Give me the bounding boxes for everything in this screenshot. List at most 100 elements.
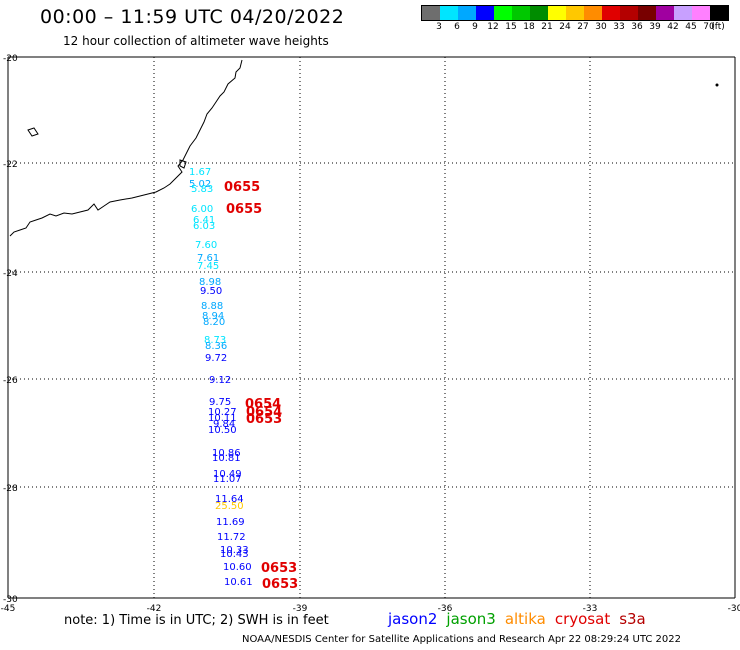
pass-time-label: 0653 — [261, 561, 298, 576]
lat-label: -22 — [3, 160, 18, 170]
legend-swatch — [638, 6, 656, 20]
coastline — [9, 59, 243, 237]
pass-time-label: 0653 — [262, 577, 299, 592]
satellite-name: jason3 — [446, 610, 496, 628]
wave-height-value: 10.11 — [208, 413, 237, 424]
pass-time-label: 0655 — [226, 202, 263, 217]
satellite-legend: jason2 jason3 altika cryosat s3a — [388, 610, 646, 628]
legend-label: 30 — [595, 22, 607, 32]
credit-line: NOAA/NESDIS Center for Satellite Applica… — [242, 634, 681, 645]
lat-lon-grid: -20-22-24-26-28-30-45 -42 -39 -36 -33 -30 — [1, 54, 740, 614]
satellite-name: s3a — [619, 610, 646, 628]
legend-swatch — [620, 6, 638, 20]
wave-height-value: 10.27 — [208, 407, 237, 418]
legend-swatch — [710, 6, 728, 20]
wave-height-value: 1.67 — [189, 167, 212, 178]
lat-label: -30 — [3, 595, 18, 605]
note-text: note: 1) Time is in UTC; 2) SWH is in fe… — [64, 613, 329, 628]
legend-swatch — [512, 6, 530, 20]
wave-height-value: 10.61 — [224, 577, 253, 588]
lat-label: -20 — [3, 54, 18, 64]
wave-height-value: 6.41 — [193, 215, 216, 226]
legend-label: 9 — [472, 22, 478, 32]
lat-label: -24 — [3, 269, 18, 279]
wave-height-value: 6.00 — [191, 204, 214, 215]
wave-height-value: 8.88 — [201, 301, 224, 312]
legend-swatch — [674, 6, 692, 20]
legend-label: 36 — [631, 22, 643, 32]
legend-label: 70 — [703, 22, 715, 32]
map-title: 00:00 – 11:59 UTC 04/20/2022 — [40, 6, 345, 28]
satellite-name: cryosat — [554, 610, 611, 628]
color-legend-bar — [421, 5, 729, 21]
map-subtitle: 12 hour collection of altimeter wave hei… — [63, 34, 329, 48]
wave-height-value: 11.64 — [215, 494, 244, 505]
coastline-island — [27, 127, 39, 137]
lon-label: -33 — [583, 604, 598, 614]
lat-label: -28 — [3, 484, 18, 494]
lat-label: -26 — [3, 376, 18, 386]
legend-label: 39 — [649, 22, 661, 32]
satellite-name: jason2 — [388, 610, 438, 628]
satellite-name: altika — [504, 610, 546, 628]
legend-label: 45 — [685, 22, 697, 32]
wave-height-value: 9.12 — [209, 375, 232, 386]
wave-height-value: 11.72 — [217, 532, 246, 543]
pass-time-label: 0654 — [245, 397, 282, 412]
legend-label: 12 — [487, 22, 499, 32]
wave-height-value: 10.60 — [223, 562, 252, 573]
legend-swatch — [458, 6, 476, 20]
legend-label: 3 — [436, 22, 442, 32]
wave-height-value: 9.50 — [200, 286, 223, 297]
wave-height-value: 11.07 — [213, 474, 242, 485]
wave-height-value: 10.81 — [212, 453, 241, 464]
wave-height-value: 6.03 — [193, 221, 216, 232]
legend-label: 33 — [613, 22, 625, 32]
pass-time-label: 0654 — [246, 405, 283, 420]
island-dot — [715, 83, 719, 87]
wave-height-value: 9.75 — [209, 397, 232, 408]
coastline-bay — [179, 159, 187, 169]
wave-height-value: 7.61 — [197, 253, 220, 264]
wave-height-value: 8.94 — [202, 311, 225, 322]
legend-label: 21 — [541, 22, 553, 32]
lon-label: -39 — [293, 604, 308, 614]
wave-height-value: 8.98 — [199, 277, 222, 288]
legend-swatch — [440, 6, 458, 20]
wave-height-value: 8.20 — [203, 317, 226, 328]
legend-swatch — [422, 6, 440, 20]
pass-time-label: 0655 — [224, 180, 261, 195]
wave-height-value: 9.84 — [213, 419, 236, 430]
lon-label: -36 — [438, 604, 453, 614]
legend-label: 24 — [559, 22, 571, 32]
legend-swatch — [476, 6, 494, 20]
legend-swatch — [494, 6, 512, 20]
wave-height-value: 9.72 — [205, 353, 228, 364]
legend-swatch — [566, 6, 584, 20]
legend-swatch — [692, 6, 710, 20]
wave-height-value: 8.36 — [205, 341, 228, 352]
legend-swatch — [602, 6, 620, 20]
wave-height-value: 5.83 — [191, 184, 214, 195]
wave-height-value: 5.02 — [189, 179, 212, 190]
legend-label: 27 — [577, 22, 589, 32]
legend-label: (ft) — [711, 22, 725, 32]
wave-height-value: 10.33 — [220, 545, 249, 556]
wave-height-value: 10.86 — [212, 448, 241, 459]
wave-height-value: 7.60 — [195, 240, 218, 251]
legend-swatch — [548, 6, 566, 20]
wave-height-value: 7.45 — [197, 261, 220, 272]
lon-label: -42 — [147, 604, 162, 614]
wave-height-value: 10.50 — [208, 425, 237, 436]
legend-swatch — [584, 6, 602, 20]
legend-label: 6 — [454, 22, 460, 32]
legend-swatch — [530, 6, 548, 20]
lon-label: -30 — [728, 604, 740, 614]
legend-label: 18 — [523, 22, 535, 32]
legend-label: 15 — [505, 22, 517, 32]
pass-time-label: 0653 — [246, 412, 283, 427]
wave-height-value: 10.43 — [220, 549, 249, 560]
legend-swatch — [656, 6, 674, 20]
wave-height-value: 25.50 — [215, 501, 244, 512]
